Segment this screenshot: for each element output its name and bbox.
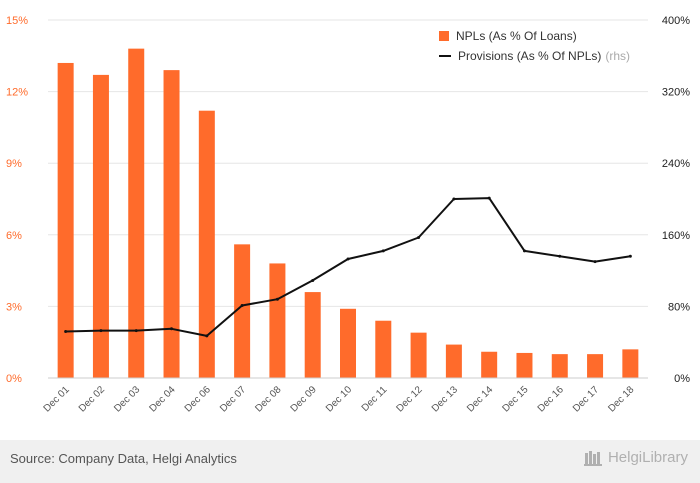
- x-tick-label: Dec 02: [77, 384, 107, 414]
- npl-bar[interactable]: [128, 48, 145, 378]
- npl-bar[interactable]: [269, 263, 286, 378]
- source-note: Source: Company Data, Helgi Analytics: [10, 451, 237, 466]
- provisions-point[interactable]: [275, 297, 279, 301]
- x-tick-label: Dec 09: [289, 384, 319, 414]
- y-right-tick-label: 320%: [662, 87, 690, 99]
- provisions-point[interactable]: [487, 196, 491, 200]
- x-tick-label: Dec 11: [360, 384, 390, 414]
- brand-name: HelgiLibrary: [607, 449, 688, 466]
- y-left-tick-label: 3%: [6, 301, 22, 313]
- x-tick-label: Dec 04: [147, 384, 177, 414]
- npl-bar[interactable]: [587, 354, 604, 378]
- x-tick-label: Dec 13: [430, 384, 460, 414]
- x-tick-label: Dec 08: [253, 384, 283, 414]
- x-tick-label: Dec 03: [112, 384, 142, 414]
- provisions-point[interactable]: [522, 249, 526, 253]
- provisions-point[interactable]: [417, 235, 421, 239]
- provisions-point[interactable]: [558, 254, 562, 258]
- x-tick-label: Dec 17: [571, 384, 601, 414]
- y-left-tick-label: 6%: [6, 230, 22, 242]
- provisions-point[interactable]: [240, 304, 244, 308]
- provisions-point[interactable]: [311, 278, 315, 282]
- legend-item-provisions[interactable]: Provisions (As % Of NPLs) (rhs): [439, 46, 630, 66]
- y-left-tick-label: 12%: [6, 87, 28, 99]
- x-tick-label: Dec 10: [324, 384, 354, 414]
- provisions-point[interactable]: [628, 254, 632, 258]
- legend-label-provisions: Provisions (As % Of NPLs): [458, 49, 602, 63]
- line-swatch-icon: [439, 55, 451, 57]
- provisions-point[interactable]: [593, 260, 597, 264]
- legend: NPLs (As % Of Loans) Provisions (As % Of…: [439, 26, 630, 66]
- npl-bar[interactable]: [622, 349, 639, 378]
- y-right-tick-label: 400%: [662, 15, 690, 27]
- npl-bar[interactable]: [410, 332, 427, 378]
- npl-bar[interactable]: [375, 320, 392, 378]
- bar-swatch-icon: [439, 31, 449, 41]
- provisions-point[interactable]: [99, 329, 103, 333]
- npl-bar[interactable]: [57, 62, 74, 379]
- y-left-tick-label: 9%: [6, 158, 22, 170]
- npl-bar[interactable]: [163, 70, 180, 379]
- library-icon: [583, 450, 602, 466]
- npl-bar[interactable]: [304, 292, 321, 378]
- provisions-point[interactable]: [381, 249, 385, 253]
- provisions-point[interactable]: [64, 329, 68, 333]
- x-tick-label: Dec 01: [42, 384, 72, 414]
- provisions-point[interactable]: [346, 257, 350, 261]
- y-right-tick-label: 0%: [674, 373, 690, 385]
- legend-item-npl[interactable]: NPLs (As % Of Loans): [439, 26, 630, 46]
- x-tick-label: Dec 14: [465, 384, 495, 414]
- x-tick-label: Dec 15: [500, 384, 530, 414]
- x-tick-label: Dec 06: [183, 384, 213, 414]
- provisions-point[interactable]: [452, 197, 456, 201]
- provisions-point[interactable]: [134, 329, 138, 333]
- x-tick-label: Dec 12: [395, 384, 425, 414]
- npl-bar[interactable]: [234, 244, 251, 378]
- y-right-tick-label: 160%: [662, 230, 690, 242]
- footer: [0, 440, 700, 483]
- provisions-point[interactable]: [205, 334, 209, 338]
- npl-bar[interactable]: [481, 351, 498, 378]
- npl-bar[interactable]: [445, 344, 462, 378]
- y-right-tick-label: 80%: [668, 301, 690, 313]
- x-tick-label: Dec 07: [218, 384, 248, 414]
- provisions-point[interactable]: [170, 327, 174, 331]
- npl-bar[interactable]: [340, 308, 356, 378]
- legend-rhs-note: (rhs): [605, 49, 631, 63]
- y-left-tick-label: 15%: [6, 15, 28, 27]
- combo-chart: 0% 3% 6% 9% 12% 15% 0% 80% 160% 240% 320% 400% Dec 0…: [6, 15, 690, 415]
- legend-label-npl: NPLs (As % Of Loans): [456, 29, 577, 43]
- y-right-tick-label: 240%: [662, 158, 690, 170]
- npl-bar[interactable]: [551, 354, 568, 378]
- y-left-tick-label: 0%: [6, 373, 22, 385]
- x-tick-label: Dec 16: [536, 384, 566, 414]
- x-tick-label: Dec 18: [606, 384, 636, 414]
- npl-bar[interactable]: [516, 352, 533, 378]
- brand-logo[interactable]: HelgiLibrary: [583, 449, 688, 466]
- npl-bar[interactable]: [198, 110, 215, 379]
- npl-bar[interactable]: [92, 74, 109, 378]
